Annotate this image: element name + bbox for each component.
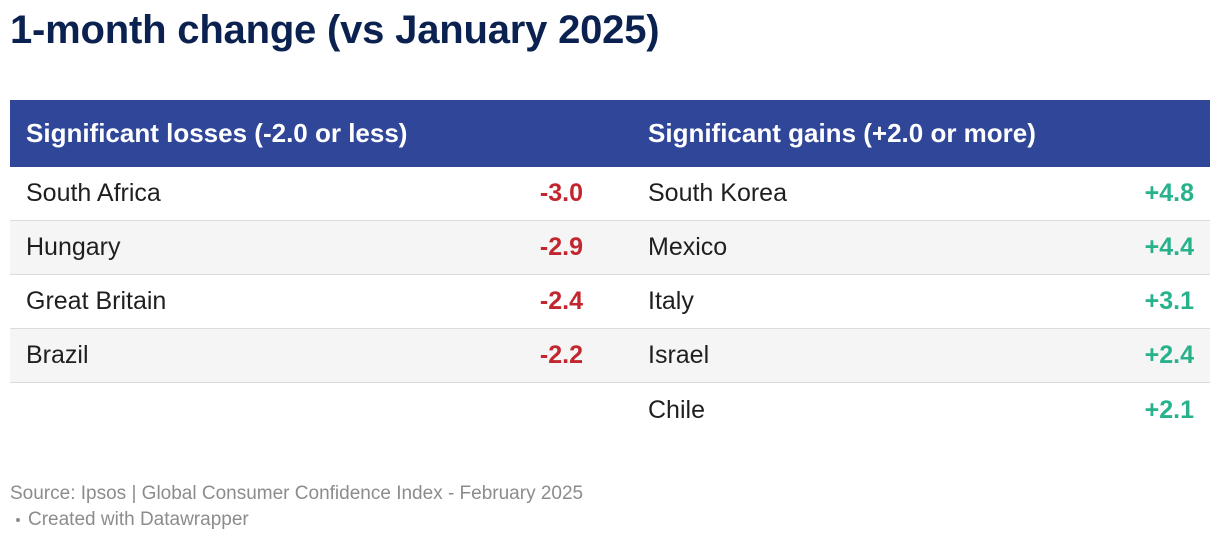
gain-value: +3.1 [1144,287,1194,315]
chart-title: 1-month change (vs January 2025) [10,8,660,52]
loss-value: -2.2 [539,341,583,369]
bullet-dot-icon [16,517,20,522]
country-name: South Korea [648,179,787,207]
gain-value: +4.8 [1144,179,1194,207]
gains-header: Significant gains (+2.0 or more) [648,118,1036,148]
loss-cell: Great Britain -2.4 [10,275,632,328]
table-row: Brazil -2.2 Israel +2.4 [10,329,1210,383]
table-header: Significant losses (-2.0 or less) Signif… [10,100,1210,167]
country-name: Israel [648,341,710,369]
gain-cell: Italy +3.1 [632,275,1210,328]
change-table: Significant losses (-2.0 or less) Signif… [10,100,1210,437]
table-row: Hungary -2.9 Mexico +4.4 [10,221,1210,275]
gain-cell: Mexico +4.4 [632,221,1210,274]
table-row: Chile +2.1 [10,383,1210,437]
loss-cell: Hungary -2.9 [10,221,632,274]
gain-cell: South Korea +4.8 [632,167,1210,220]
datawrapper-credit-link[interactable]: Created with Datawrapper [28,509,249,530]
gain-value: +2.4 [1144,341,1194,369]
gain-value: +2.1 [1144,395,1194,424]
gain-cell: Israel +2.4 [632,329,1210,382]
loss-cell: Brazil -2.2 [10,329,632,382]
table-row: South Africa -3.0 South Korea +4.8 [10,167,1210,221]
gain-value: +4.4 [1144,233,1194,261]
loss-value: -2.4 [539,287,583,315]
loss-cell: South Africa -3.0 [10,167,632,220]
country-name: Chile [648,395,705,424]
gain-cell: Chile +2.1 [632,383,1210,437]
loss-value: -3.0 [539,179,583,207]
credit-line: Created with Datawrapper [10,507,583,533]
losses-header: Significant losses (-2.0 or less) [26,118,408,148]
loss-cell-empty [10,383,632,437]
country-name: Mexico [648,233,728,261]
chart-footer: Source: Ipsos | Global Consumer Confiden… [10,481,583,533]
loss-value: -2.9 [539,233,583,261]
country-name: South Africa [26,179,161,207]
country-name: Great Britain [26,287,167,315]
country-name: Hungary [26,233,121,261]
country-name: Brazil [26,341,89,369]
table-row: Great Britain -2.4 Italy +3.1 [10,275,1210,329]
country-name: Italy [648,287,694,315]
source-note: Source: Ipsos | Global Consumer Confiden… [10,483,584,504]
